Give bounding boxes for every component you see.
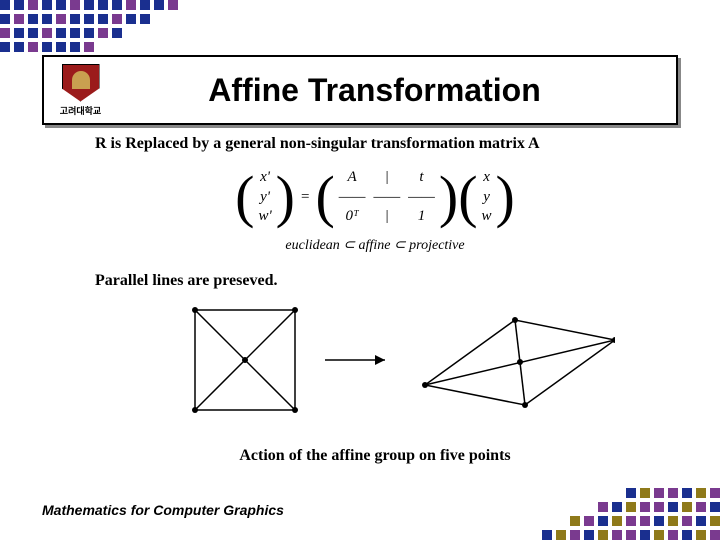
parallel-text: Parallel lines are preseved. — [95, 272, 655, 290]
title-box: 고려대학교 Affine Transformation — [42, 55, 678, 125]
matrix-equation: ( x'y'w' ) = ( A——0ᵀ |——| t——1 ) ( xyw ) — [95, 168, 655, 227]
footer-text: Mathematics for Computer Graphics — [42, 502, 284, 518]
intro-text: R is Replaced by a general non-singular … — [95, 135, 655, 153]
affine-diagram — [95, 300, 655, 435]
slide-title: Affine Transformation — [113, 72, 676, 109]
logo-caption: 고려대학교 — [60, 104, 101, 117]
shield-icon — [62, 64, 100, 102]
subset-relation: euclidean ⊂ affine ⊂ projective — [95, 237, 655, 254]
university-logo: 고려대학교 — [48, 57, 113, 123]
diagram-caption: Action of the affine group on five point… — [95, 447, 655, 465]
content-area: R is Replaced by a general non-singular … — [95, 135, 655, 465]
